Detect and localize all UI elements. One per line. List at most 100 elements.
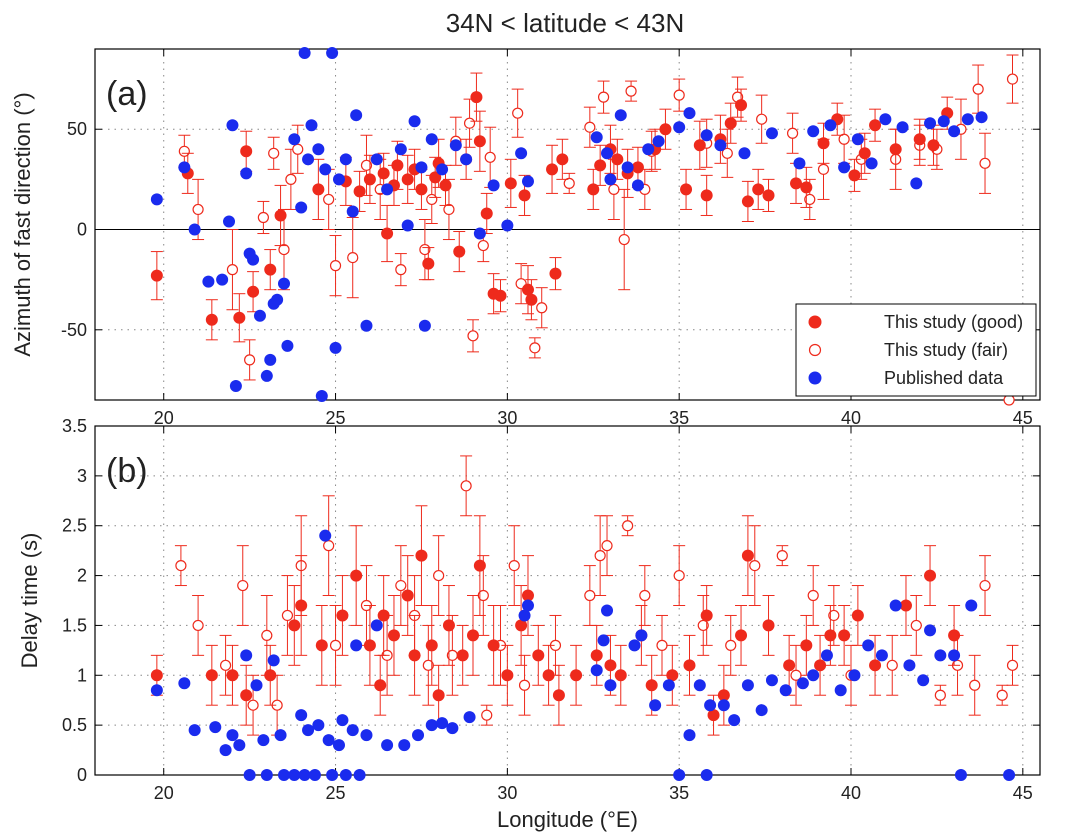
data-point bbox=[323, 193, 335, 206]
data-point bbox=[178, 161, 191, 174]
data-point bbox=[848, 169, 861, 182]
data-point bbox=[360, 159, 373, 171]
data-point bbox=[415, 161, 428, 174]
data-point bbox=[645, 679, 658, 692]
data-point bbox=[302, 153, 315, 166]
data-point bbox=[449, 139, 462, 152]
data-point bbox=[532, 649, 545, 662]
data-point bbox=[219, 659, 232, 671]
data-point bbox=[412, 729, 425, 742]
data-point bbox=[807, 125, 820, 138]
data-point bbox=[278, 243, 290, 256]
data-point bbox=[728, 714, 741, 727]
data-point bbox=[302, 724, 315, 737]
data-point bbox=[260, 369, 273, 382]
data-point bbox=[312, 719, 325, 732]
data-point bbox=[278, 769, 290, 781]
x-tick-label: 20 bbox=[154, 783, 174, 803]
data-point bbox=[521, 175, 534, 188]
data-point bbox=[247, 285, 260, 298]
data-point bbox=[749, 559, 761, 572]
data-point bbox=[319, 163, 332, 176]
data-point bbox=[563, 177, 575, 189]
data-point bbox=[391, 159, 404, 172]
data-point bbox=[817, 137, 830, 150]
data-point bbox=[477, 239, 489, 252]
panel-label: (a) bbox=[106, 75, 148, 113]
data-point bbox=[800, 181, 813, 194]
data-point bbox=[264, 353, 277, 366]
data-point bbox=[851, 609, 864, 622]
data-point bbox=[501, 669, 514, 682]
x-tick-label: 35 bbox=[669, 408, 689, 428]
data-point bbox=[339, 153, 352, 166]
data-point bbox=[326, 47, 339, 60]
data-point bbox=[628, 639, 641, 652]
data-point bbox=[656, 639, 668, 651]
data-point bbox=[188, 223, 201, 236]
data-point bbox=[312, 143, 325, 156]
data-point bbox=[735, 629, 748, 642]
data-point bbox=[614, 669, 627, 682]
data-point bbox=[329, 341, 342, 354]
plot-area-frame bbox=[94, 425, 1041, 776]
data-point bbox=[261, 629, 273, 642]
data-point bbox=[463, 711, 476, 724]
data-point bbox=[521, 599, 534, 612]
data-point bbox=[205, 669, 218, 682]
data-point bbox=[244, 354, 256, 366]
data-point bbox=[243, 769, 256, 781]
data-point bbox=[875, 649, 888, 662]
data-point bbox=[346, 205, 359, 218]
data-point bbox=[353, 185, 366, 198]
data-point bbox=[851, 133, 864, 146]
data-point bbox=[518, 189, 531, 202]
data-point bbox=[460, 153, 473, 166]
data-point bbox=[834, 684, 847, 697]
data-point bbox=[350, 639, 363, 652]
data-point bbox=[549, 267, 562, 280]
data-point bbox=[394, 143, 407, 156]
data-point bbox=[652, 135, 665, 148]
data-point bbox=[229, 379, 242, 392]
data-point bbox=[776, 550, 788, 562]
data-point bbox=[432, 689, 445, 702]
data-point bbox=[961, 113, 974, 126]
y-tick-label: 3 bbox=[77, 466, 87, 486]
data-point bbox=[614, 109, 627, 122]
data-point bbox=[381, 227, 394, 240]
legend-marker-open bbox=[808, 343, 822, 357]
data-point bbox=[415, 549, 428, 562]
data-point bbox=[233, 739, 246, 752]
data-point bbox=[512, 107, 524, 119]
data-point bbox=[635, 629, 648, 642]
data-point bbox=[924, 117, 937, 130]
data-point bbox=[924, 624, 937, 637]
x-tick-label: 45 bbox=[1013, 783, 1033, 803]
data-point bbox=[326, 769, 339, 781]
data-point bbox=[150, 669, 163, 682]
data-point bbox=[899, 599, 912, 612]
data-point bbox=[298, 769, 311, 781]
legend-marker bbox=[808, 371, 822, 385]
data-point bbox=[590, 649, 603, 662]
data-point bbox=[546, 163, 559, 176]
data-point bbox=[508, 559, 520, 572]
data-point bbox=[525, 293, 538, 306]
data-point bbox=[717, 689, 730, 702]
data-point bbox=[360, 729, 373, 742]
data-point bbox=[1006, 73, 1019, 85]
data-point bbox=[824, 119, 837, 132]
data-point bbox=[288, 133, 301, 146]
data-point bbox=[817, 163, 830, 175]
data-point bbox=[250, 679, 263, 692]
legend-box bbox=[795, 303, 1037, 397]
legend: This study (good) This study (fair) Publis… bbox=[795, 303, 1037, 397]
x-tick-label: 30 bbox=[497, 408, 517, 428]
data-point bbox=[601, 147, 614, 160]
data-point bbox=[247, 253, 260, 266]
x-tick-label: 25 bbox=[326, 783, 346, 803]
data-point bbox=[473, 227, 486, 240]
data-point bbox=[756, 113, 768, 125]
data-point bbox=[274, 729, 287, 742]
